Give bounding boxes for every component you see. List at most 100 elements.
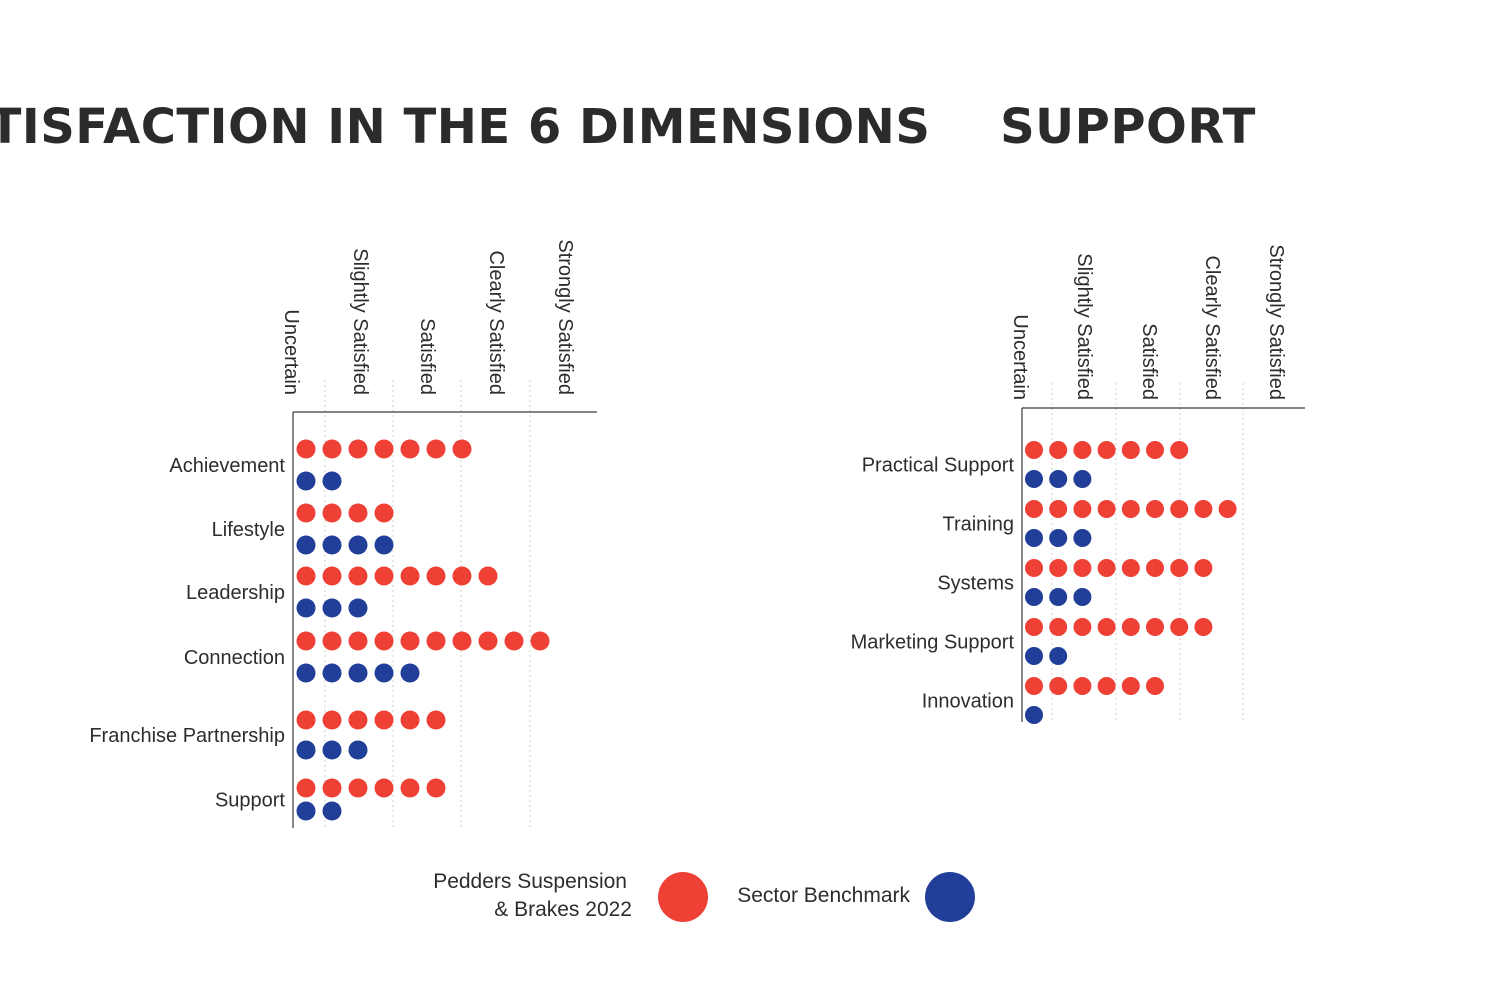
dot-achievement-brand — [400, 439, 420, 459]
scale-label-satisfied: Satisfied — [416, 318, 438, 395]
category-label-franchise-partnership: Franchise Partnership — [89, 725, 285, 747]
dot-systems-benchmark — [1049, 588, 1068, 606]
dot-practical-support-brand — [1025, 441, 1043, 459]
dot-lifestyle-benchmark — [374, 535, 394, 555]
dot-leadership-brand — [322, 566, 342, 586]
dot-franchise-partnership-brand — [374, 710, 394, 730]
category-label-practical-support: Practical Support — [862, 455, 1015, 477]
category-label-achievement: Achievement — [169, 455, 285, 477]
dot-training-brand — [1121, 500, 1140, 518]
dot-leadership-benchmark — [348, 598, 368, 618]
category-label-leadership: Leadership — [186, 582, 285, 604]
legend-label-benchmark: Sector Benchmark — [737, 884, 910, 907]
dot-systems-brand — [1073, 559, 1092, 577]
scale-label-strongly-satisfied: Strongly Satisfied — [554, 239, 576, 395]
dot-systems-brand — [1194, 559, 1213, 577]
dot-innovation-brand — [1097, 677, 1116, 695]
dot-connection-brand — [374, 631, 394, 651]
dot-training-brand — [1170, 500, 1189, 518]
dot-training-brand — [1218, 500, 1237, 518]
dot-systems-brand — [1097, 559, 1116, 577]
dot-leadership-brand — [348, 566, 368, 586]
dot-support-brand — [296, 778, 316, 798]
dot-systems-brand — [1049, 559, 1068, 577]
dot-connection-brand — [478, 631, 498, 651]
dot-franchise-partnership-brand — [322, 710, 342, 730]
dot-achievement-brand — [348, 439, 368, 459]
dot-achievement-brand — [296, 439, 316, 459]
dot-leadership-brand — [400, 566, 420, 586]
dot-franchise-partnership-benchmark — [296, 740, 316, 760]
dot-innovation-benchmark — [1025, 706, 1043, 724]
scale-label-slightly-satisfied: Slightly Satisfied — [349, 248, 371, 395]
dot-practical-support-brand — [1073, 441, 1092, 459]
dot-marketing-support-brand — [1025, 618, 1043, 636]
scale-label-satisfied: Satisfied — [1138, 323, 1160, 400]
dot-connection-benchmark — [322, 663, 342, 683]
dot-practical-support-brand — [1121, 441, 1140, 459]
dot-lifestyle-brand — [322, 503, 342, 523]
dot-marketing-support-brand — [1121, 618, 1140, 636]
dot-connection-brand — [426, 631, 446, 651]
dot-training-brand — [1146, 500, 1164, 518]
dot-lifestyle-brand — [348, 503, 368, 523]
dot-practical-support-brand — [1049, 441, 1068, 459]
chart-title: SATISFACTION IN THE 6 DIMENSIONS — [0, 99, 930, 155]
dot-marketing-support-brand — [1170, 618, 1189, 636]
scale-label-uncertain: Uncertain — [1009, 314, 1031, 400]
dot-training-brand — [1073, 500, 1092, 518]
dot-achievement-brand — [374, 439, 394, 459]
dot-training-benchmark — [1049, 529, 1068, 547]
dot-leadership-benchmark — [322, 598, 342, 618]
dot-leadership-benchmark — [296, 598, 316, 618]
dot-connection-brand — [452, 631, 472, 651]
dot-lifestyle-benchmark — [322, 535, 342, 555]
dot-lifestyle-benchmark — [296, 535, 316, 555]
dot-training-brand — [1049, 500, 1068, 518]
dot-lifestyle-brand — [374, 503, 394, 523]
dot-practical-support-brand — [1146, 441, 1164, 459]
dot-marketing-support-brand — [1073, 618, 1092, 636]
dot-leadership-brand — [374, 566, 394, 586]
dot-marketing-support-brand — [1097, 618, 1116, 636]
dot-franchise-partnership-benchmark — [348, 740, 368, 760]
dot-connection-benchmark — [400, 663, 420, 683]
category-label-support: Support — [215, 790, 285, 812]
dot-support-brand — [400, 778, 420, 798]
category-label-training: Training — [942, 514, 1014, 536]
dot-systems-brand — [1146, 559, 1164, 577]
dot-connection-brand — [322, 631, 342, 651]
dot-achievement-brand — [452, 439, 472, 459]
dot-achievement-benchmark — [296, 471, 316, 491]
panel-satisfaction-6-dimensions: SATISFACTION IN THE 6 DIMENSIONS Uncertai… — [0, 99, 930, 828]
dot-franchise-partnership-brand — [400, 710, 420, 730]
dot-lifestyle-benchmark — [348, 535, 368, 555]
dot-connection-benchmark — [296, 663, 316, 683]
dot-training-benchmark — [1025, 529, 1043, 547]
category-label-systems: Systems — [937, 573, 1014, 595]
dot-leadership-brand — [452, 566, 472, 586]
dot-leadership-brand — [296, 566, 316, 586]
dot-connection-brand — [348, 631, 368, 651]
dot-marketing-support-brand — [1049, 618, 1068, 636]
legend-swatch-benchmark — [925, 872, 975, 922]
dot-connection-brand — [530, 631, 550, 651]
dot-connection-benchmark — [374, 663, 394, 683]
scale-label-uncertain: Uncertain — [280, 309, 302, 395]
dot-innovation-brand — [1146, 677, 1164, 695]
dot-practical-support-benchmark — [1073, 470, 1092, 488]
dot-lifestyle-brand — [296, 503, 316, 523]
chart-title: SUPPORT — [1000, 99, 1256, 155]
legend: Pedders Suspension & Brakes 2022 Sector … — [433, 870, 975, 922]
legend-label-brand-line1: Pedders Suspension — [433, 870, 627, 893]
dot-leadership-brand — [426, 566, 446, 586]
dot-practical-support-benchmark — [1025, 470, 1043, 488]
category-label-lifestyle: Lifestyle — [212, 519, 285, 541]
dot-achievement-brand — [322, 439, 342, 459]
dot-training-brand — [1097, 500, 1116, 518]
dot-practical-support-brand — [1097, 441, 1116, 459]
scale-label-clearly-satisfied: Clearly Satisfied — [485, 250, 507, 395]
dot-connection-brand — [296, 631, 316, 651]
dot-marketing-support-brand — [1146, 618, 1164, 636]
dot-support-brand — [374, 778, 394, 798]
